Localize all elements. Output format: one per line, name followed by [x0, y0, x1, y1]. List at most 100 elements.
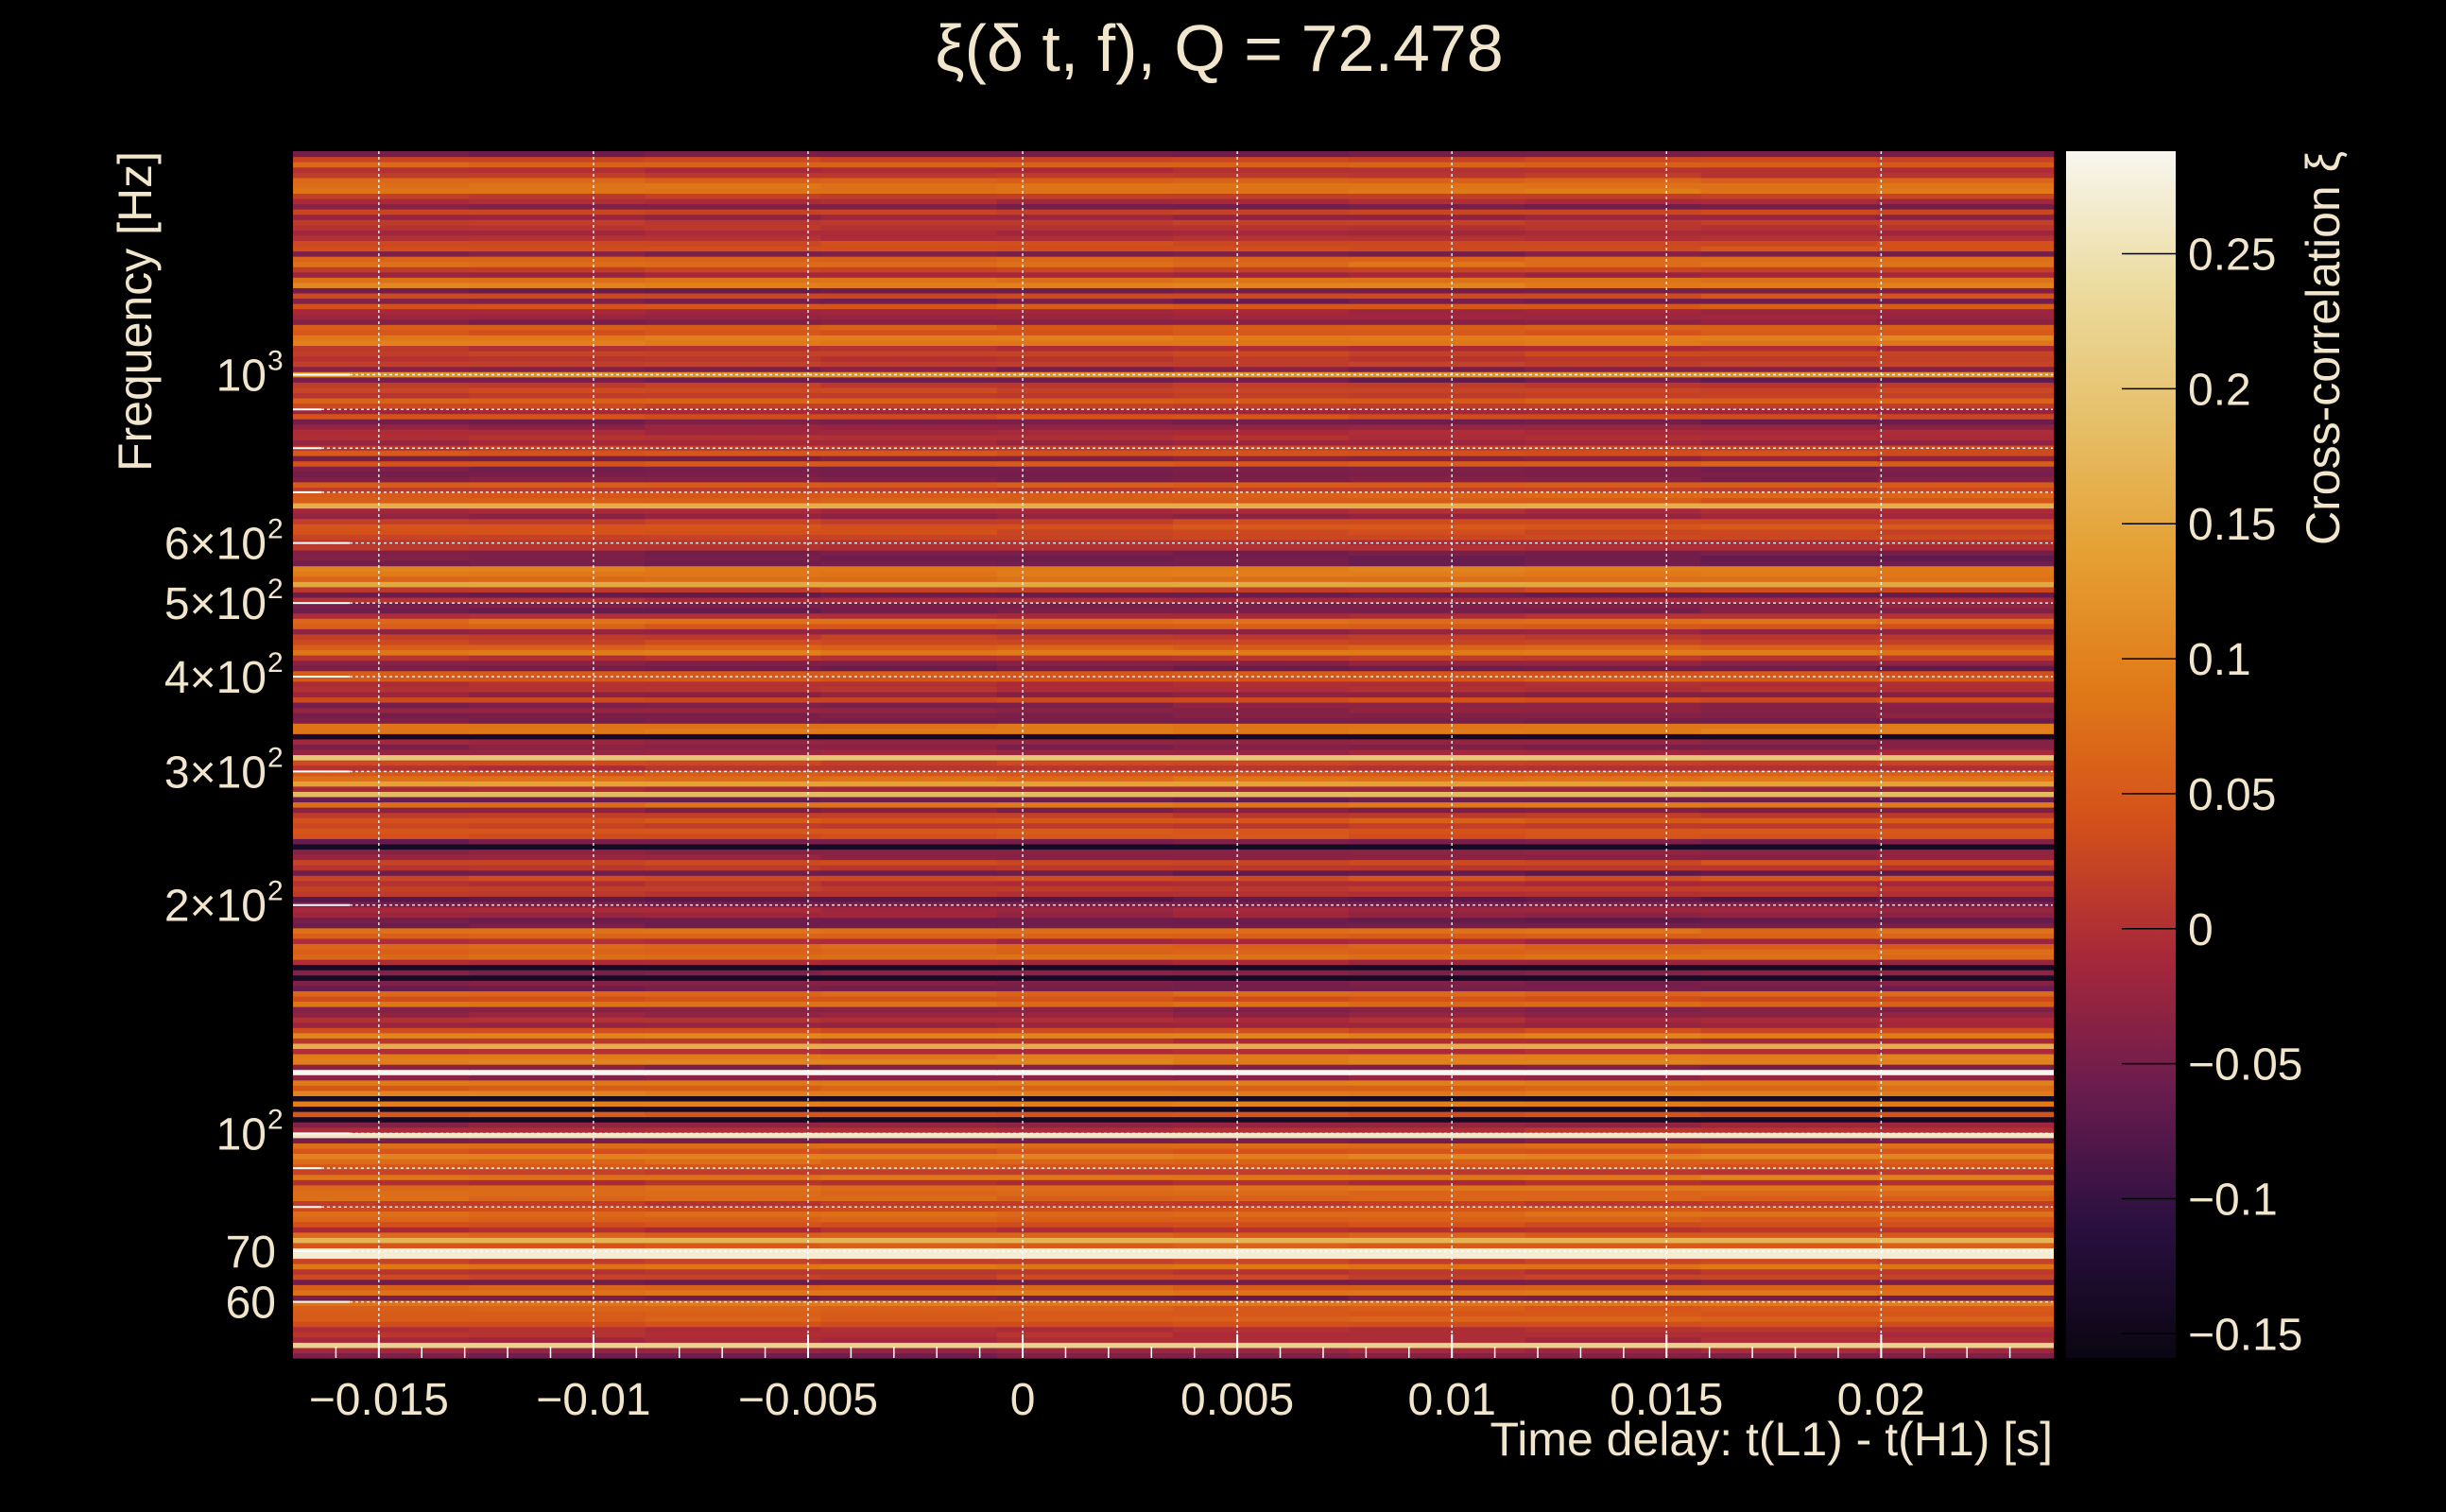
- heatmap-cell: [645, 1326, 822, 1332]
- heatmap-cell: [645, 785, 822, 792]
- heatmap-cell: [1876, 423, 2054, 430]
- heatmap-cell: [1700, 770, 1878, 777]
- heatmap-cell: [469, 896, 646, 902]
- heatmap-cell: [1524, 1315, 1702, 1322]
- heatmap-cell: [645, 596, 822, 604]
- heatmap-cell: [293, 948, 471, 955]
- heatmap-cell: [1173, 1132, 1351, 1139]
- heatmap-cell: [1349, 1001, 1526, 1007]
- heatmap-cell: [1173, 869, 1351, 876]
- heatmap-cell: [820, 974, 998, 981]
- heatmap-cell: [820, 355, 998, 362]
- heatmap-cell: [293, 592, 471, 598]
- heatmap-cell: [1876, 413, 2054, 420]
- heatmap-cell: [820, 549, 998, 557]
- heatmap-cell: [1349, 419, 1526, 425]
- heatmap-cell: [645, 1001, 822, 1007]
- heatmap-cell: [996, 518, 1174, 524]
- heatmap-cell: [1524, 1352, 1702, 1359]
- heatmap-cell: [1524, 807, 1702, 814]
- heatmap-cell: [1349, 713, 1526, 719]
- heatmap-cell: [645, 738, 822, 745]
- heatmap-cell: [1524, 335, 1702, 341]
- heatmap-cell: [820, 618, 998, 625]
- heatmap-cell: [1876, 1090, 2054, 1096]
- heatmap-cell: [996, 1211, 1174, 1217]
- heatmap-cell: [996, 1274, 1174, 1280]
- heatmap-cell: [1700, 812, 1878, 818]
- heatmap-cell: [996, 1252, 1174, 1260]
- heatmap-cell: [996, 775, 1174, 782]
- heatmap-cell: [1349, 707, 1526, 713]
- heatmap-cell: [1524, 1027, 1702, 1034]
- heatmap-cell: [996, 1048, 1174, 1055]
- heatmap-cell: [1349, 460, 1526, 467]
- heatmap-cell: [1876, 419, 2054, 425]
- colorbar-ticks: 0.250.20.150.10.050−0.05−0.1−0.15: [2122, 231, 2302, 1360]
- heatmap-cell: [645, 980, 822, 987]
- heatmap-cell: [645, 1006, 822, 1013]
- heatmap-cell: [1700, 1263, 1878, 1270]
- heatmap-cell: [1876, 250, 2054, 257]
- heatmap-cell: [645, 1053, 822, 1060]
- heatmap-cell: [293, 434, 471, 440]
- y-tick-label: 4×10: [164, 653, 267, 703]
- heatmap-cell: [996, 1153, 1174, 1160]
- heatmap-cell: [1349, 612, 1526, 619]
- heatmap-cell: [1173, 980, 1351, 987]
- heatmap-cell: [1349, 1211, 1526, 1217]
- heatmap-cell: [1349, 586, 1526, 593]
- heatmap-cell: [1173, 754, 1351, 761]
- heatmap-cell: [1524, 970, 1702, 976]
- heatmap-cell: [1700, 1227, 1878, 1233]
- heatmap-cell: [645, 796, 822, 803]
- heatmap-cell: [293, 230, 471, 236]
- heatmap-cell: [996, 450, 1174, 456]
- heatmap-cell: [1524, 896, 1702, 902]
- heatmap-cell: [1349, 770, 1526, 777]
- heatmap-cell: [1349, 497, 1526, 504]
- heatmap-cell: [1524, 990, 1702, 997]
- heatmap-cell: [1173, 1137, 1351, 1143]
- heatmap-cell: [1524, 240, 1702, 247]
- heatmap-cell: [1524, 655, 1702, 662]
- heatmap-cell: [645, 245, 822, 252]
- heatmap-cell: [996, 1163, 1174, 1170]
- heatmap-cell: [1700, 1200, 1878, 1207]
- heatmap-cell: [996, 917, 1174, 923]
- heatmap-cell: [820, 781, 998, 787]
- heatmap-cell: [293, 350, 471, 357]
- heatmap-cell: [1349, 592, 1526, 598]
- heatmap-cell: [820, 1268, 998, 1275]
- heatmap-cell: [1349, 1079, 1526, 1086]
- x-axis-label: Time delay: t(L1) - t(H1) [s]: [1490, 1413, 2053, 1466]
- heatmap-cell: [1876, 618, 2054, 625]
- heatmap-cell: [1349, 230, 1526, 236]
- heatmap-cell: [1349, 198, 1526, 205]
- heatmap-cell: [1173, 1053, 1351, 1060]
- heatmap-cell: [820, 314, 998, 320]
- heatmap-cell: [1524, 995, 1702, 1003]
- heatmap-cell: [1700, 245, 1878, 252]
- heatmap-cell: [1524, 738, 1702, 745]
- heatmap-cell: [996, 565, 1174, 572]
- heatmap-cell: [996, 1216, 1174, 1223]
- heatmap-cell: [820, 917, 998, 923]
- heatmap-cell: [1700, 1058, 1878, 1065]
- heatmap-cell: [469, 943, 646, 950]
- heatmap-cell: [469, 350, 646, 357]
- heatmap-cell: [469, 476, 646, 483]
- heatmap-cell: [1349, 1184, 1526, 1191]
- heatmap-cell: [645, 859, 822, 866]
- heatmap-cell: [996, 576, 1174, 582]
- heatmap-cell: [469, 849, 646, 855]
- heatmap-cell: [820, 502, 998, 509]
- heatmap-cell: [1876, 198, 2054, 205]
- heatmap-cell: [1876, 628, 2054, 635]
- y-tick-label: 70: [226, 1228, 276, 1278]
- heatmap-cell: [645, 434, 822, 440]
- heatmap-cell: [1700, 1342, 1878, 1349]
- heatmap-cell: [1524, 785, 1702, 792]
- heatmap-cell: [1349, 534, 1526, 541]
- heatmap-cell: [1700, 560, 1878, 567]
